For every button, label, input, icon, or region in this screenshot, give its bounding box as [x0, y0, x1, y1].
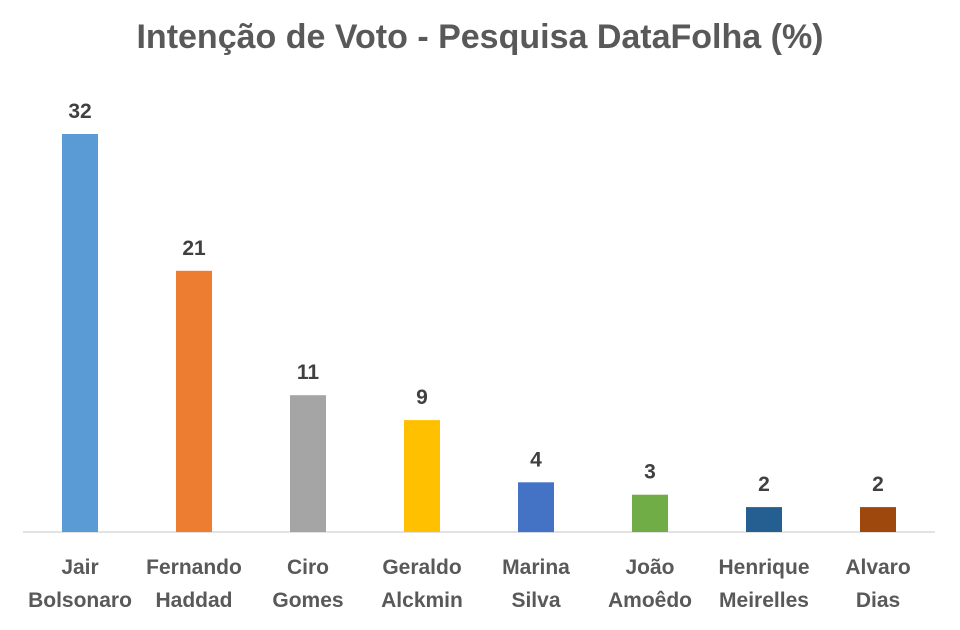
- category-label-0-line-0: Jair: [61, 556, 98, 579]
- category-label-7-line-0: Alvaro: [845, 556, 910, 579]
- bars: [62, 134, 896, 533]
- bar-7: [860, 507, 896, 532]
- category-label-1-line-1: Haddad: [155, 589, 232, 612]
- data-label-5: 3: [644, 461, 656, 484]
- category-label-4-line-0: Marina: [502, 556, 570, 579]
- bar-5: [632, 494, 668, 532]
- data-label-6: 2: [758, 473, 770, 496]
- data-label-0: 32: [68, 100, 91, 123]
- category-labels: Jair Bolsonaro Fernando Haddad Ciro Gomes Gera…: [28, 556, 911, 612]
- category-label-7-line-1: Dias: [856, 589, 900, 612]
- category-label-6-line-1: Meirelles: [719, 589, 809, 612]
- bar-3: [404, 420, 440, 532]
- bar-0: [62, 134, 98, 532]
- bar-6: [746, 507, 782, 532]
- data-label-4: 4: [530, 448, 542, 471]
- category-label-0-line-1: Bolsonaro: [28, 589, 132, 612]
- bar-1: [176, 270, 212, 532]
- category-label-3-line-1: Alckmin: [381, 589, 463, 612]
- category-label-5-line-1: Amoêdo: [608, 589, 692, 612]
- bar-2: [290, 395, 326, 532]
- category-label-5-line-0: João: [625, 556, 674, 579]
- chart-title: Intenção de Voto - Pesquisa DataFolha (%…: [136, 18, 824, 56]
- category-label-1-line-0: Fernando: [146, 556, 242, 579]
- category-label-2-line-1: Gomes: [272, 589, 343, 612]
- data-label-1: 21: [182, 237, 206, 260]
- category-label-6-line-0: Henrique: [718, 556, 809, 579]
- category-label-4-line-1: Silva: [511, 589, 560, 612]
- data-label-3: 9: [416, 386, 428, 409]
- data-label-7: 2: [872, 473, 884, 496]
- bar-4: [518, 482, 554, 533]
- data-label-2: 11: [297, 361, 320, 384]
- category-label-2-line-0: Ciro: [287, 556, 329, 579]
- category-label-3-line-0: Geraldo: [382, 556, 461, 579]
